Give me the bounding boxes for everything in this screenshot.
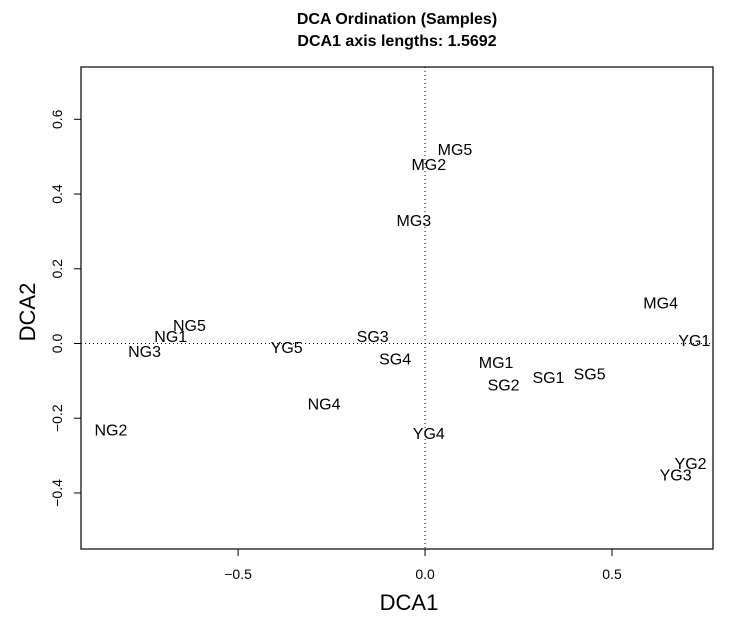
- y-tick-label: 0.0: [49, 334, 65, 354]
- y-tick-label: −0.4: [49, 479, 65, 507]
- point-label-sg1: SG1: [532, 370, 564, 387]
- plot-frame: [80, 66, 714, 550]
- point-label-yg5: YG5: [271, 340, 303, 357]
- point-label-mg3: MG3: [396, 213, 431, 230]
- point-label-yg4: YG4: [413, 426, 445, 443]
- point-label-mg5: MG5: [438, 142, 473, 159]
- point-label-sg5: SG5: [574, 366, 606, 383]
- x-tick-label: 0.5: [602, 566, 622, 582]
- y-axis: −0.4 −0.2 0.0 0.2 0.4 0.6: [49, 109, 81, 507]
- point-label-yg3: YG3: [660, 467, 692, 484]
- point-label-yg1: YG1: [678, 333, 710, 350]
- point-label-sg2: SG2: [488, 378, 520, 395]
- y-tick-label: 0.6: [49, 109, 65, 129]
- point-label-ng3: NG3: [128, 344, 161, 361]
- reference-lines: [81, 67, 713, 549]
- point-label-sg4: SG4: [379, 351, 411, 368]
- point-label-ng5: NG5: [173, 318, 206, 335]
- y-tick-label: −0.2: [49, 404, 65, 432]
- point-label-ng1: NG1: [154, 329, 187, 346]
- x-axis-label: DCA1: [380, 590, 439, 615]
- y-axis-label: DCA2: [15, 283, 40, 342]
- y-tick-label: 0.2: [49, 259, 65, 279]
- x-tick-label: −0.5: [224, 566, 252, 582]
- x-axis: −0.5 0.0 0.5: [224, 549, 622, 582]
- point-label-ng2: NG2: [94, 422, 127, 439]
- point-label-mg2: MG2: [411, 157, 446, 174]
- chart-subtitle: DCA1 axis lengths: 1.5692: [297, 33, 496, 50]
- point-label-yg2: YG2: [675, 456, 707, 473]
- point-label-sg3: SG3: [357, 329, 389, 346]
- point-label-ng4: NG4: [308, 396, 341, 413]
- y-tick-label: 0.4: [49, 184, 65, 204]
- point-label-mg4: MG4: [643, 295, 678, 312]
- chart-title: DCA Ordination (Samples): [297, 11, 497, 28]
- x-tick-label: 0.0: [415, 566, 435, 582]
- point-label-mg1: MG1: [479, 355, 514, 372]
